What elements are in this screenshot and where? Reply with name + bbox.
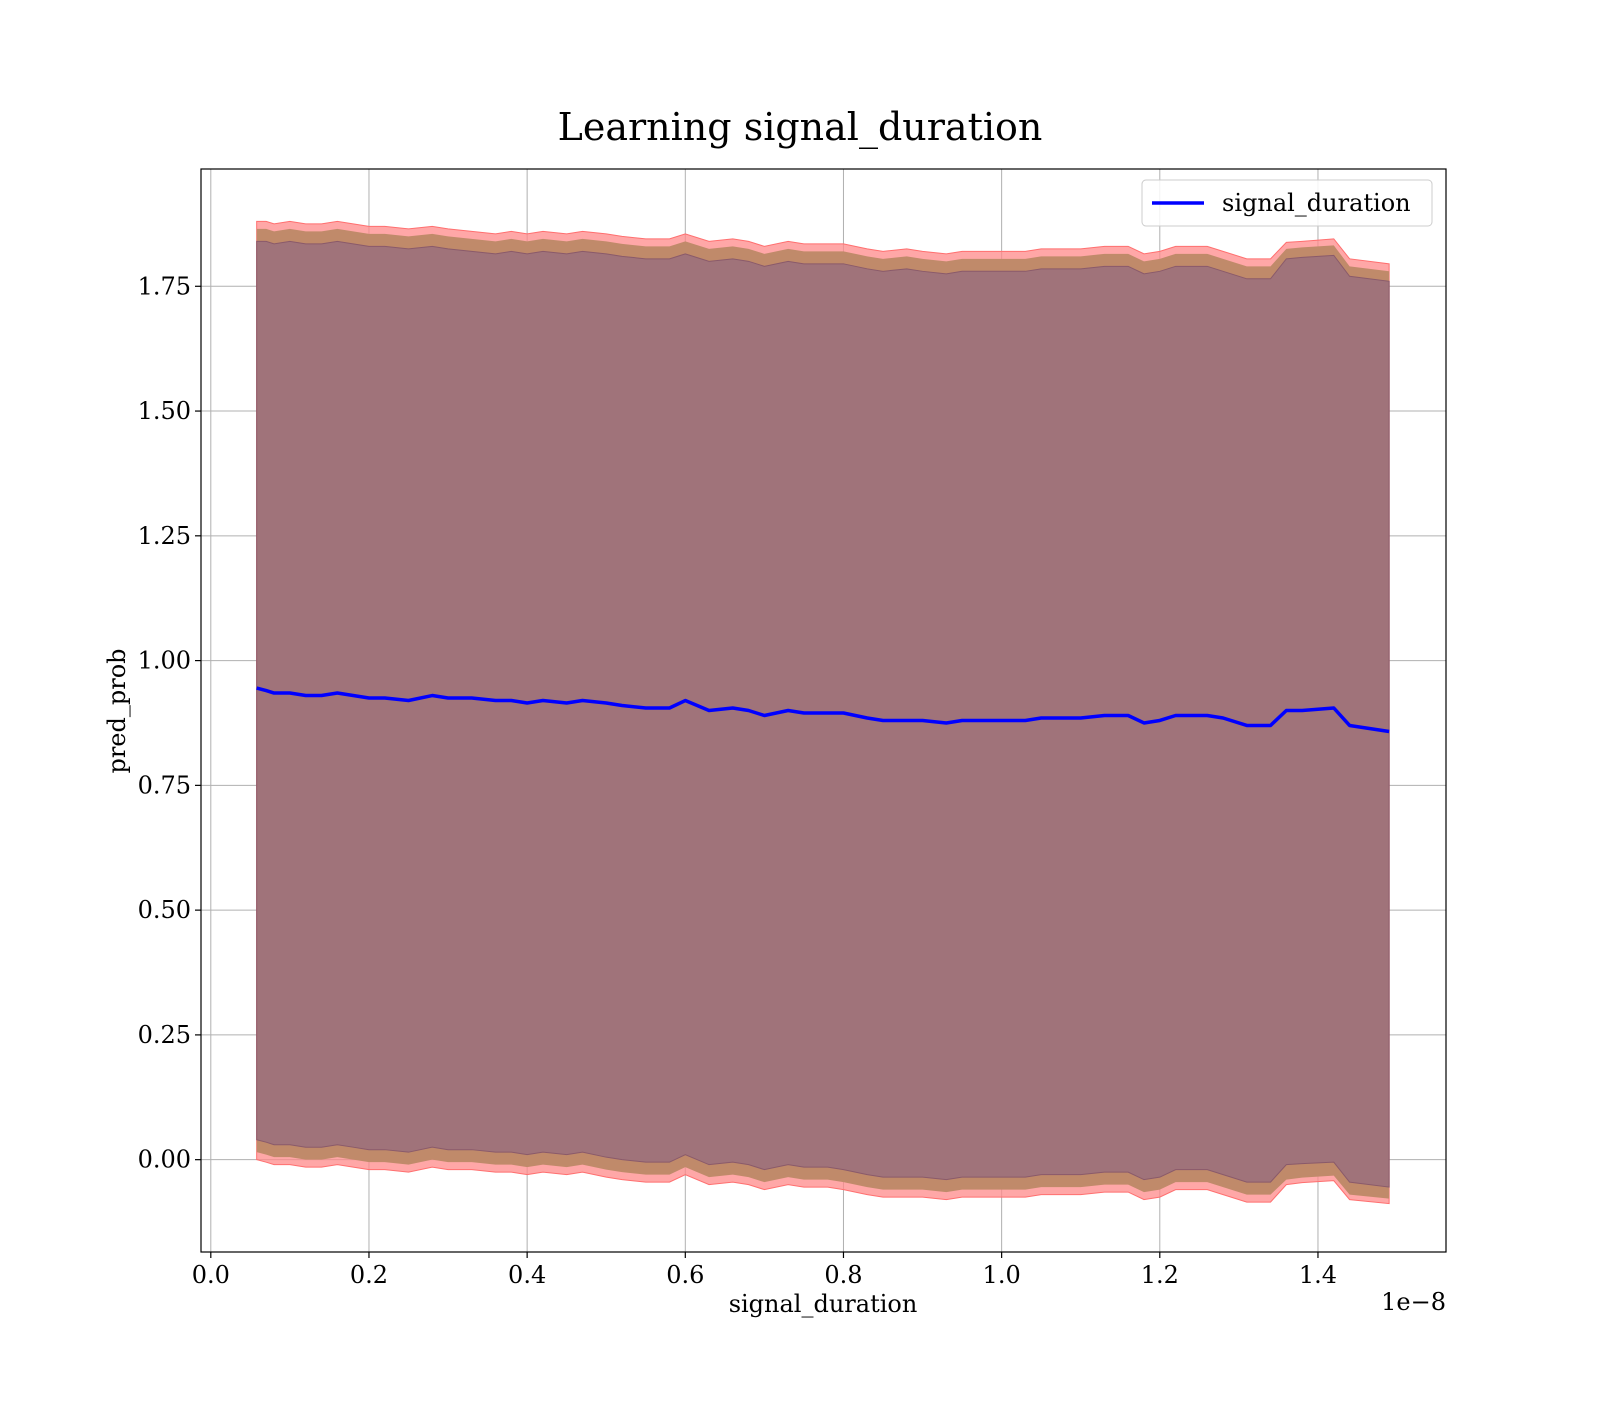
- x-tick-label: 0.4: [508, 1261, 546, 1289]
- plot-frame: [200, 168, 1447, 1253]
- x-tick-label: 0.6: [666, 1261, 704, 1289]
- y-tick-label: 1.25: [138, 522, 191, 550]
- x-tick-label: 1.2: [1141, 1261, 1179, 1289]
- y-tick-label: 1.00: [138, 647, 191, 675]
- x-tick-label: 1.4: [1299, 1261, 1337, 1289]
- x-axis-label: signal_duration: [729, 1290, 918, 1318]
- legend: signal_duration: [1141, 179, 1433, 227]
- series-lines: [256, 686, 1390, 734]
- x-axis-ticks: 0.0 0.2 0.4 0.6 0.8 1.0 1.2 1.4: [192, 1252, 1337, 1289]
- x-tick-label: 0.0: [192, 1261, 230, 1289]
- y-axis-label: pred_prob: [103, 648, 131, 773]
- y-axis-ticks: 0.00 0.25 0.50 0.75 1.00 1.25 1.50 1.75: [138, 272, 201, 1174]
- y-tick-label: 0.00: [138, 1146, 191, 1174]
- x-axis-offset-label: 1e−8: [1381, 1288, 1446, 1316]
- series-line: [256, 686, 1390, 734]
- x-tick-label: 0.8: [824, 1261, 862, 1289]
- y-tick-label: 1.50: [138, 397, 191, 425]
- y-tick-label: 1.75: [138, 272, 191, 300]
- x-tick-label: 0.2: [350, 1261, 388, 1289]
- y-tick-label: 0.75: [138, 771, 191, 799]
- y-tick-label: 0.25: [138, 1021, 191, 1049]
- legend-box: [1141, 179, 1433, 227]
- x-tick-label: 1.0: [983, 1261, 1021, 1289]
- legend-label: signal_duration: [1222, 189, 1411, 217]
- y-tick-label: 0.50: [138, 896, 191, 924]
- chart-title: Learning signal_duration: [558, 105, 1043, 150]
